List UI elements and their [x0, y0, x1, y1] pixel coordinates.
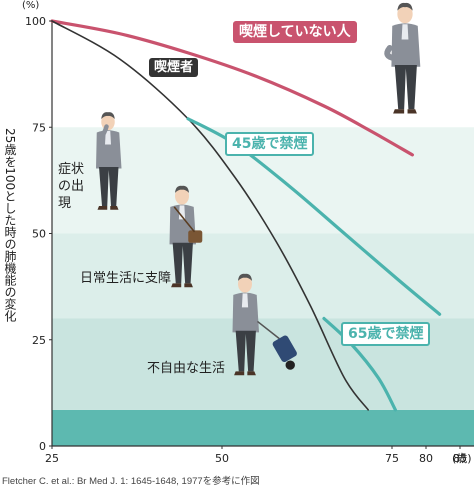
band-0	[52, 409, 474, 446]
gesturing-arms	[384, 45, 412, 62]
legs	[235, 330, 256, 372]
head	[237, 275, 253, 293]
y-tick-label: 25	[32, 334, 46, 347]
shirt	[178, 205, 186, 220]
y-tick-label: 100	[25, 15, 46, 28]
shirt	[401, 24, 409, 40]
oxygen-cart	[272, 335, 297, 363]
label-smoker: 喫煙者	[149, 58, 199, 77]
band-2	[52, 233, 474, 319]
x-tick-label: 50	[215, 452, 229, 465]
shoulder-bag	[188, 230, 203, 243]
torso	[96, 130, 122, 169]
figure-man-with-bag	[169, 185, 203, 288]
label-quit-at-65: 65歳で禁煙	[341, 322, 431, 346]
arm-to-mouth	[98, 124, 109, 141]
label-never-smoker: 喫煙していない人	[233, 21, 357, 43]
x-tick-label: 25	[45, 452, 59, 465]
x-tick-label: 80	[419, 452, 433, 465]
hair	[397, 2, 413, 11]
legs	[99, 167, 119, 206]
hair	[237, 273, 253, 281]
series-line-3	[322, 316, 397, 412]
source-citation: Fletcher C. et al.: Br Med J. 1: 1645-16…	[2, 476, 260, 487]
legs	[172, 242, 193, 284]
hair	[101, 112, 115, 119]
stage-label-daily-impairment: 日常生活に支障	[80, 271, 172, 286]
head	[174, 187, 190, 205]
hair	[174, 185, 190, 193]
shoes	[393, 109, 417, 114]
x-tick-label: 75	[385, 452, 399, 465]
figure-man-with-cart	[232, 273, 297, 376]
y-tick-label: 0	[39, 440, 46, 453]
shoes	[234, 371, 256, 376]
stage-label-disability: 不自由な生活	[147, 361, 226, 376]
x-tick-label: 85	[453, 452, 467, 465]
y-tick-label: 75	[32, 121, 46, 134]
torso	[232, 292, 260, 333]
series-line-0	[50, 19, 414, 157]
cart-handle	[256, 320, 280, 340]
label-quit-at-45: 45歳で禁煙	[225, 132, 315, 156]
bag-strap	[173, 206, 196, 233]
illustrations	[96, 2, 421, 376]
cart-wheel	[285, 360, 295, 370]
legs	[394, 65, 417, 110]
head	[397, 4, 413, 24]
shoes	[171, 283, 193, 288]
x-unit-label: (歳)	[452, 452, 472, 465]
y-unit-label: (%)	[22, 0, 40, 11]
shirt	[241, 293, 249, 308]
series-line-1	[51, 20, 369, 411]
y-axis-title: 25歳を100とした時の肺機能の変化	[3, 128, 17, 323]
figure-healthy-man	[384, 2, 421, 114]
shoes	[97, 206, 119, 210]
stage-label-symptoms: 症状の出現	[58, 162, 85, 211]
shirt	[105, 131, 111, 145]
y-tick-label: 50	[32, 228, 46, 241]
figure-coughing-man	[96, 112, 122, 210]
